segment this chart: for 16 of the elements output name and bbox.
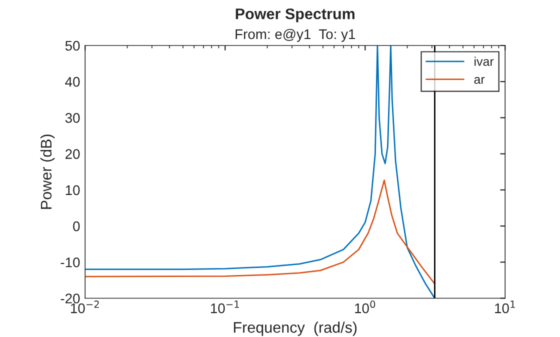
x-tick-label: 10$^{0}$: [355, 300, 376, 314]
y-tick-label: 50: [65, 40, 80, 51]
legend-label: ar: [474, 76, 485, 84]
x-axis-title: Frequency (rad/s): [234, 322, 357, 336]
y-tick-label: 20: [66, 149, 80, 159]
x-tick-label: 10$^{−1}$: [210, 300, 239, 314]
y-tick-label: -10: [60, 257, 80, 268]
chart-subtitle: From: e@y1 To: y1: [236, 28, 356, 42]
y-tick-label: 40: [65, 76, 80, 87]
y-tick-label: 10: [66, 185, 80, 196]
y-axis-title: Power (dB): [40, 134, 55, 209]
chart-title: Power Spectrum: [236, 8, 354, 22]
legend-label: ivar: [474, 56, 494, 66]
y-tick-label: 30: [65, 113, 80, 123]
x-tick-label: 10$^{1}$: [495, 300, 515, 314]
y-tick-label: 0: [73, 221, 80, 232]
